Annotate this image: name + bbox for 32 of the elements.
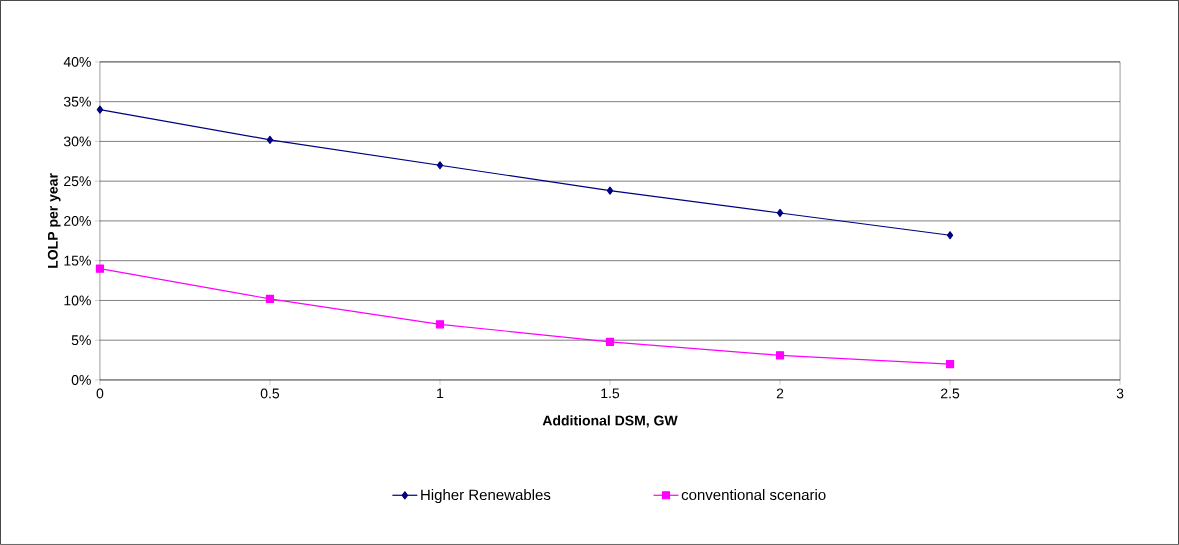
y-tick-label: 40% (63, 57, 91, 67)
point (775, 351, 785, 360)
x-tick-label: 2 (776, 388, 784, 399)
point (265, 294, 275, 304)
x-tick-label: 1.5 (601, 388, 620, 399)
y-tick-label: 5% (71, 335, 91, 346)
x-axis-title: Additional DSM, GW (542, 415, 678, 428)
y-tick-label: 25% (64, 176, 91, 187)
x-tick-label: 0.5 (260, 388, 280, 399)
point (96, 105, 104, 114)
point (436, 161, 444, 170)
x-tick-label: 0 (96, 388, 104, 399)
y-tick-label: 10% (64, 295, 91, 306)
legend-label: Higher Renewables (421, 489, 551, 504)
point (945, 360, 955, 369)
point (605, 337, 615, 346)
point (435, 320, 445, 329)
point (946, 231, 954, 240)
y-tick-label: 30% (63, 136, 91, 147)
x-tick-label: 1 (437, 388, 444, 399)
legend-label: conventional scenario (681, 489, 826, 501)
y-tick-label: 15% (64, 255, 91, 266)
y-axis-title: LOLP per year (47, 173, 61, 268)
y-tick-label: 20% (64, 216, 91, 226)
point (606, 186, 614, 195)
y-tick-label: 35% (63, 96, 91, 107)
point (95, 264, 105, 273)
y-tick-label: 0% (71, 375, 91, 385)
point (266, 135, 274, 144)
x-tick-label: 2.5 (941, 388, 960, 399)
x-tick-label: 3 (1116, 388, 1124, 399)
point (776, 208, 784, 218)
